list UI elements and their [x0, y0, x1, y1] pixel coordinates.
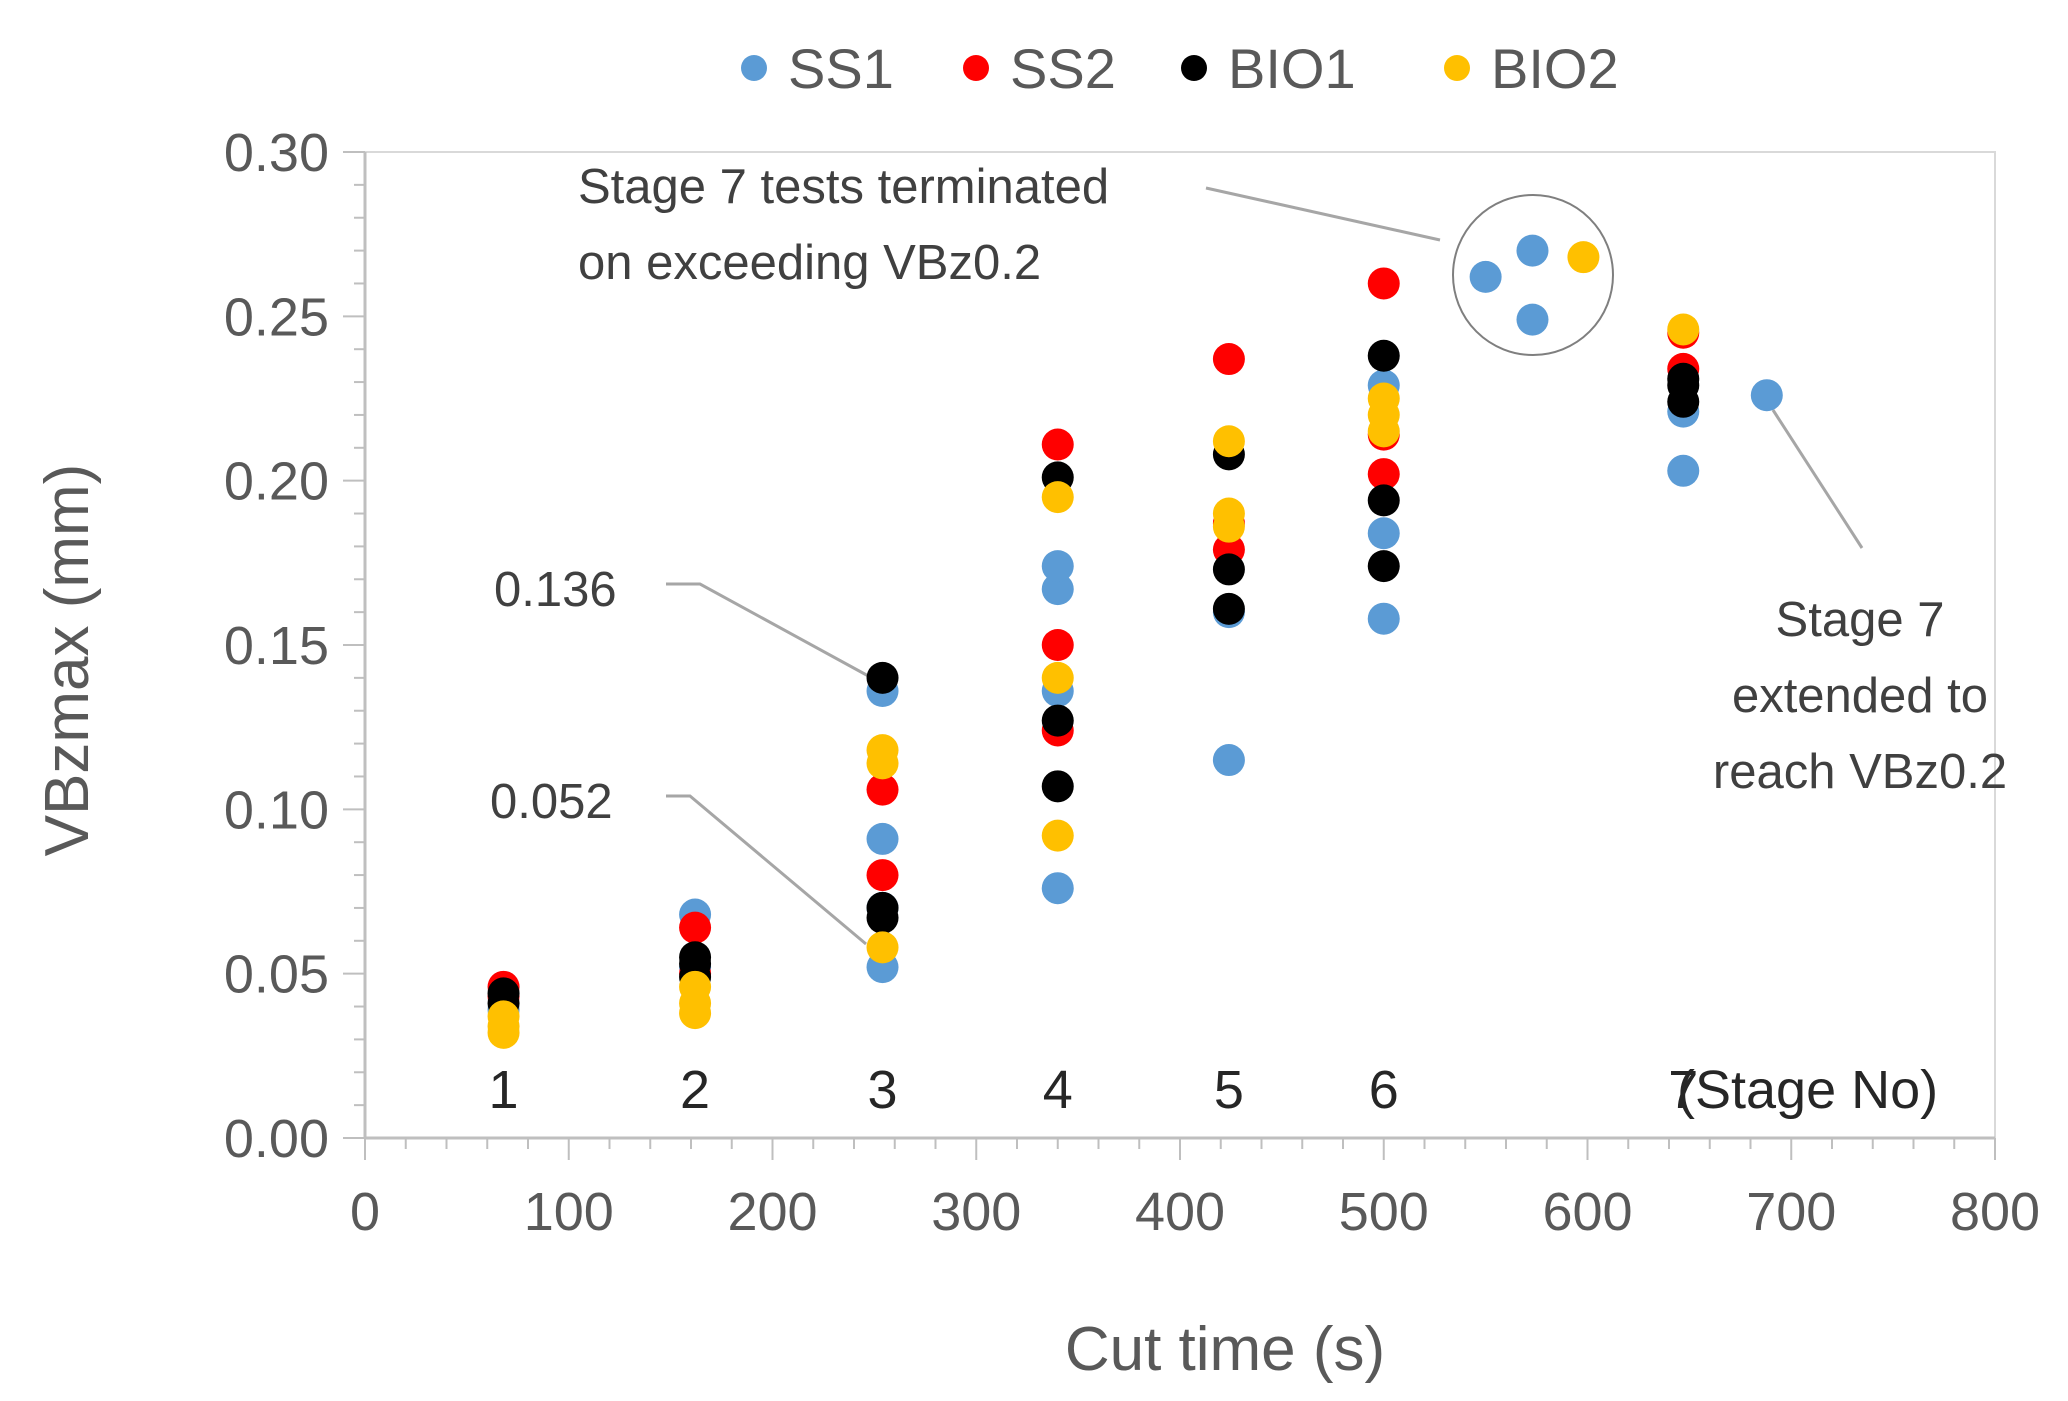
point-bio1 [1367, 550, 1400, 583]
point-bio1 [1367, 339, 1400, 372]
point-bio2 [866, 747, 899, 780]
point-ss2 [866, 859, 899, 892]
point-ss1 [1469, 260, 1502, 293]
legend: SS1 SS2 BIO1 BIO2 [741, 37, 1619, 100]
annotation-value-low: 0.052 [490, 775, 613, 829]
legend-marker-ss1 [741, 55, 767, 81]
stage-label: 5 [1214, 1060, 1244, 1120]
x-tick-label: 0 [350, 1182, 380, 1242]
point-ss1 [1041, 550, 1074, 583]
stage-label: 4 [1043, 1060, 1073, 1120]
annotation-value-high: 0.136 [494, 563, 617, 617]
legend-label-bio2: BIO2 [1491, 37, 1619, 100]
annotation-extended-line1: Stage 7 [1776, 593, 1945, 647]
point-ss1 [1750, 379, 1783, 412]
point-bio2 [1667, 313, 1700, 346]
point-bio1 [1041, 704, 1074, 737]
point-bio1 [1667, 385, 1700, 418]
x-axis-title: Cut time (s) [1065, 1315, 1385, 1384]
point-ss2 [679, 911, 712, 944]
y-tick-label: 0.20 [224, 452, 329, 512]
stage-label: 1 [489, 1060, 519, 1120]
x-tick-label: 700 [1746, 1182, 1836, 1242]
y-tick-label: 0.15 [224, 616, 329, 676]
stage-label: 7 [1668, 1060, 1698, 1120]
y-axis-title: VBzmax (mm) [33, 464, 102, 857]
y-tick-label: 0.00 [224, 1109, 329, 1169]
annotation-extended-line3: reach VBz0.2 [1713, 745, 2007, 799]
legend-marker-bio1 [1181, 55, 1207, 81]
point-ss1 [1367, 517, 1400, 550]
x-tick-label: 500 [1339, 1182, 1429, 1242]
point-ss2 [1041, 428, 1074, 461]
point-ss2 [1367, 458, 1400, 491]
stage-labels: 1 2 3 4 5 6 7 [489, 1060, 1699, 1120]
y-tick-label: 0.05 [224, 945, 329, 1005]
point-bio2 [1367, 415, 1400, 448]
point-bio2 [679, 997, 712, 1030]
stage-axis-label: (Stage No) [1677, 1060, 1938, 1120]
point-ss2 [1041, 629, 1074, 661]
stage-label: 3 [868, 1060, 898, 1120]
point-bio1 [1367, 484, 1400, 517]
point-ss1 [1212, 744, 1245, 777]
legend-marker-ss2 [963, 55, 989, 81]
y-tick-label: 0.30 [224, 123, 329, 183]
annotations: Stage 7 tests terminated on exceeding VB… [490, 160, 2007, 946]
y-tick-label: 0.10 [224, 780, 329, 840]
point-bio2 [1041, 481, 1074, 514]
annotation-terminated-line2: on exceeding VBz0.2 [578, 236, 1041, 290]
point-ss2 [1367, 267, 1400, 300]
point-bio1 [866, 901, 899, 934]
data-points [487, 234, 1783, 1049]
plot-axes: 0 100 200 300 400 500 600 700 800 0.00 0.05 0.10 0.1… [224, 123, 2040, 1242]
value-high-leader-line [666, 582, 873, 680]
point-bio2 [866, 931, 899, 964]
point-ss1 [1667, 454, 1700, 487]
annotation-extended-line2: extended to [1732, 669, 1988, 723]
x-tick-label: 300 [931, 1182, 1021, 1242]
point-bio2 [1212, 425, 1245, 458]
point-ss1 [1041, 573, 1074, 606]
point-bio1 [1212, 592, 1245, 625]
point-bio2 [1041, 819, 1074, 852]
stage-label: 2 [680, 1060, 710, 1120]
point-ss1 [1516, 303, 1549, 336]
y-tick-label: 0.25 [224, 287, 329, 347]
point-bio2 [1212, 510, 1245, 543]
legend-marker-bio2 [1444, 55, 1470, 81]
point-bio2 [1567, 241, 1600, 274]
x-tick-label: 400 [1135, 1182, 1225, 1242]
legend-label-ss2: SS2 [1010, 37, 1116, 100]
value-low-leader-line [666, 794, 867, 946]
point-ss1 [866, 822, 899, 855]
point-bio2 [1041, 661, 1074, 694]
extended-leader-line [1771, 409, 1864, 549]
point-ss2 [1212, 343, 1245, 376]
x-tick-label: 800 [1950, 1182, 2040, 1242]
point-bio1 [866, 661, 899, 694]
annotation-terminated-line1: Stage 7 tests terminated [578, 160, 1109, 214]
legend-label-bio1: BIO1 [1228, 37, 1356, 100]
point-ss2 [866, 773, 899, 806]
stage-label: 6 [1369, 1060, 1399, 1120]
point-bio2 [487, 1016, 520, 1049]
terminated-highlight-circle [1452, 194, 1614, 356]
x-tick-label: 200 [727, 1182, 817, 1242]
x-tick-label: 600 [1542, 1182, 1632, 1242]
point-ss1 [1367, 602, 1400, 635]
plot-frame [364, 151, 1996, 1139]
point-bio1 [1041, 770, 1074, 803]
point-bio1 [1212, 553, 1245, 586]
point-ss1 [1041, 872, 1074, 905]
point-ss1 [1516, 234, 1549, 267]
legend-label-ss1: SS1 [788, 37, 894, 100]
x-tick-label: 100 [524, 1182, 614, 1242]
terminated-leader-line [1205, 186, 1441, 242]
